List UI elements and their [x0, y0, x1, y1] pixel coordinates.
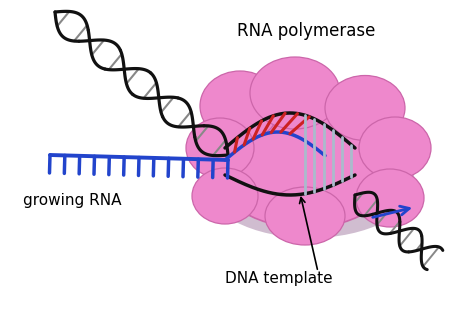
- Ellipse shape: [325, 75, 405, 141]
- Text: RNA polymerase: RNA polymerase: [237, 22, 375, 40]
- Ellipse shape: [265, 187, 345, 245]
- Text: growing RNA: growing RNA: [23, 193, 121, 208]
- Text: DNA template: DNA template: [225, 271, 333, 286]
- Ellipse shape: [207, 88, 402, 228]
- Ellipse shape: [359, 117, 431, 179]
- Ellipse shape: [192, 168, 258, 224]
- Ellipse shape: [356, 169, 424, 227]
- Ellipse shape: [186, 118, 254, 178]
- Ellipse shape: [250, 57, 340, 129]
- Ellipse shape: [200, 71, 280, 141]
- Ellipse shape: [205, 128, 415, 238]
